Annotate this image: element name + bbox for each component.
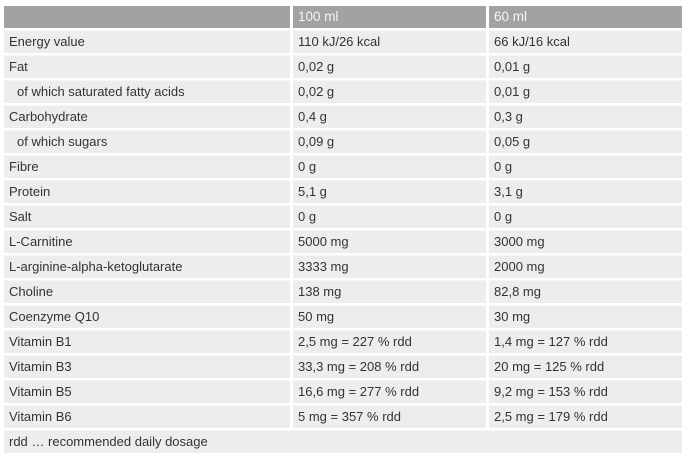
row-label: Vitamin B6 (4, 405, 290, 428)
table-row: Energy value 110 kJ/26 kcal 66 kJ/16 kca… (4, 30, 682, 53)
table-row: Vitamin B3 33,3 mg = 208 % rdd 20 mg = 1… (4, 355, 682, 378)
value-60ml: 2,5 mg = 179 % rdd (489, 405, 682, 428)
row-label: Vitamin B5 (4, 380, 290, 403)
value-60ml: 0 g (489, 155, 682, 178)
table-row: of which sugars 0,09 g 0,05 g (4, 130, 682, 153)
value-100ml: 0 g (293, 155, 486, 178)
value-60ml: 3000 mg (489, 230, 682, 253)
row-label: Coenzyme Q10 (4, 305, 290, 328)
value-60ml: 0,01 g (489, 55, 682, 78)
row-label: Energy value (4, 30, 290, 53)
value-100ml: 50 mg (293, 305, 486, 328)
value-100ml: 5 mg = 357 % rdd (293, 405, 486, 428)
value-60ml: 66 kJ/16 kcal (489, 30, 682, 53)
header-row: 100 ml 60 ml (4, 6, 682, 28)
value-100ml: 2,5 mg = 227 % rdd (293, 330, 486, 353)
value-60ml: 20 mg = 125 % rdd (489, 355, 682, 378)
value-60ml: 0,3 g (489, 105, 682, 128)
row-label: Salt (4, 205, 290, 228)
table-row: Vitamin B1 2,5 mg = 227 % rdd 1,4 mg = 1… (4, 330, 682, 353)
value-100ml: 3333 mg (293, 255, 486, 278)
footer-row: rdd … recommended daily dosage (4, 430, 682, 453)
header-empty-cell (4, 6, 290, 28)
value-60ml: 1,4 mg = 127 % rdd (489, 330, 682, 353)
row-label: Carbohydrate (4, 105, 290, 128)
value-100ml: 33,3 mg = 208 % rdd (293, 355, 486, 378)
value-60ml: 0,05 g (489, 130, 682, 153)
nutrition-table-body: Energy value 110 kJ/26 kcal 66 kJ/16 kca… (4, 30, 682, 453)
table-row: Salt 0 g 0 g (4, 205, 682, 228)
row-label: L-arginine-alpha-ketoglutarate (4, 255, 290, 278)
table-row: Coenzyme Q10 50 mg 30 mg (4, 305, 682, 328)
row-label: Vitamin B3 (4, 355, 290, 378)
row-label: Fat (4, 55, 290, 78)
nutrition-table: 100 ml 60 ml Energy value 110 kJ/26 kcal… (1, 4, 685, 455)
table-row: Vitamin B5 16,6 mg = 277 % rdd 9,2 mg = … (4, 380, 682, 403)
value-60ml: 2000 mg (489, 255, 682, 278)
value-100ml: 16,6 mg = 277 % rdd (293, 380, 486, 403)
table-row: Vitamin B6 5 mg = 357 % rdd 2,5 mg = 179… (4, 405, 682, 428)
value-100ml: 0 g (293, 205, 486, 228)
nutrition-table-header: 100 ml 60 ml (4, 6, 682, 28)
value-100ml: 138 mg (293, 280, 486, 303)
row-label: of which sugars (4, 130, 290, 153)
row-label: Choline (4, 280, 290, 303)
table-row: of which saturated fatty acids 0,02 g 0,… (4, 80, 682, 103)
table-row: Carbohydrate 0,4 g 0,3 g (4, 105, 682, 128)
value-60ml: 82,8 mg (489, 280, 682, 303)
header-100ml: 100 ml (293, 6, 486, 28)
table-row: L-Carnitine 5000 mg 3000 mg (4, 230, 682, 253)
table-row: L-arginine-alpha-ketoglutarate 3333 mg 2… (4, 255, 682, 278)
footer-note: rdd … recommended daily dosage (4, 430, 682, 453)
table-row: Fat 0,02 g 0,01 g (4, 55, 682, 78)
row-label: of which saturated fatty acids (4, 80, 290, 103)
value-100ml: 0,09 g (293, 130, 486, 153)
table-row: Choline 138 mg 82,8 mg (4, 280, 682, 303)
value-60ml: 9,2 mg = 153 % rdd (489, 380, 682, 403)
row-label: L-Carnitine (4, 230, 290, 253)
value-100ml: 5,1 g (293, 180, 486, 203)
value-100ml: 0,02 g (293, 80, 486, 103)
value-100ml: 110 kJ/26 kcal (293, 30, 486, 53)
table-row: Fibre 0 g 0 g (4, 155, 682, 178)
value-100ml: 0,4 g (293, 105, 486, 128)
row-label: Vitamin B1 (4, 330, 290, 353)
row-label: Protein (4, 180, 290, 203)
header-60ml: 60 ml (489, 6, 682, 28)
table-row: Protein 5,1 g 3,1 g (4, 180, 682, 203)
value-100ml: 5000 mg (293, 230, 486, 253)
value-60ml: 0,01 g (489, 80, 682, 103)
value-60ml: 30 mg (489, 305, 682, 328)
value-100ml: 0,02 g (293, 55, 486, 78)
row-label: Fibre (4, 155, 290, 178)
value-60ml: 3,1 g (489, 180, 682, 203)
value-60ml: 0 g (489, 205, 682, 228)
